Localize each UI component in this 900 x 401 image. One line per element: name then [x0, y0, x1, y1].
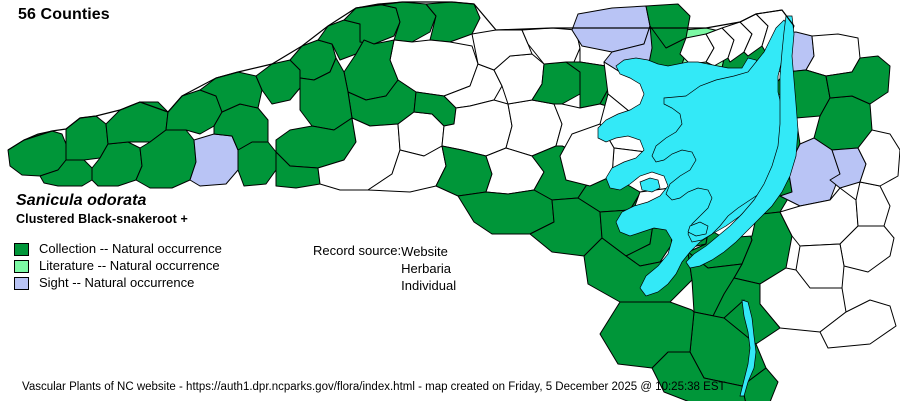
species-scientific-name: Sanicula odorata [16, 192, 147, 209]
county-edgecombe[interactable] [857, 129, 900, 187]
legend-swatch-literature [14, 259, 29, 273]
county-union[interactable] [457, 189, 555, 235]
county-transylvania[interactable] [189, 133, 239, 187]
coastal-inlet-b [687, 221, 709, 237]
outer-banks-channel [685, 15, 799, 269]
county-greene[interactable] [855, 181, 891, 227]
legend-label-literature: Literature -- Natural occurrence [39, 258, 220, 273]
county-new-hanover[interactable] [741, 367, 779, 401]
record-source-value-individual: Individual [401, 278, 457, 293]
legend-item-sight: Sight -- Natural occurrence [14, 275, 222, 291]
map-region-west [7, 1, 503, 193]
county-graham[interactable] [65, 115, 109, 161]
county-halifax[interactable] [825, 55, 891, 105]
county-lenoir[interactable] [839, 225, 895, 273]
state-outline [7, 1, 795, 151]
legend-swatch-collection [14, 242, 29, 256]
county-ashe[interactable] [377, 1, 437, 43]
county-warren[interactable] [805, 33, 861, 77]
legend-swatch-sight [14, 276, 29, 290]
county-carteret[interactable] [819, 299, 897, 349]
record-source-value-herbaria: Herbaria [401, 261, 452, 276]
record-source-label: Record source: [313, 243, 402, 258]
coastal-inlet-a [639, 177, 661, 193]
footer-attribution: Vascular Plants of NC website - https://… [22, 381, 726, 393]
legend-item-collection: Collection -- Natural occurrence [14, 241, 222, 257]
legend-label-collection: Collection -- Natural occurrence [39, 241, 222, 256]
county-cherokee[interactable] [7, 130, 67, 177]
county-henderson[interactable] [237, 141, 277, 187]
legend-label-sight: Sight -- Natural occurrence [39, 275, 195, 290]
species-common-name: Clustered Black-snakeroot + [16, 212, 188, 226]
county-count-label: 56 Counties [18, 6, 110, 23]
record-source-value-website: Website [401, 244, 448, 259]
map-legend: Collection -- Natural occurrence Literat… [14, 241, 222, 292]
cape-fear-river [739, 299, 757, 397]
legend-item-literature: Literature -- Natural occurrence [14, 258, 222, 274]
nc-border [7, 1, 795, 151]
record-source-values: Website Herbaria Individual [401, 243, 456, 294]
species-info-block: Sanicula odorata Clustered Black-snakero… [16, 192, 188, 226]
water-bodies [597, 15, 799, 397]
county-mcdowell[interactable] [299, 57, 353, 131]
county-columbus[interactable] [599, 301, 695, 369]
record-source-block: Record source: Website Herbaria Individu… [313, 243, 456, 294]
